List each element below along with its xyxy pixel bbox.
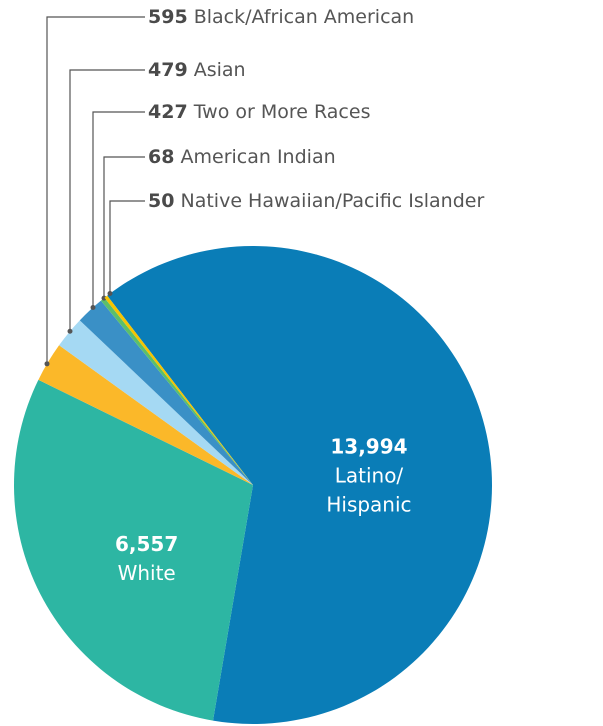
value-label: 427 xyxy=(148,101,188,123)
pie-slice xyxy=(107,245,493,724)
pie-slice xyxy=(38,345,253,485)
value-label: 68 xyxy=(148,146,174,168)
pie-slice xyxy=(59,320,253,485)
pie-slice xyxy=(100,297,254,485)
pie-slice xyxy=(79,300,253,485)
pie-slice xyxy=(13,379,253,721)
pie-slice xyxy=(104,295,253,485)
category-label: Latino/ Hispanic xyxy=(326,463,412,517)
category-label: Asian xyxy=(194,59,246,81)
value-label: 595 xyxy=(148,6,188,28)
leader-line xyxy=(69,69,145,332)
callout-label: 68 American Indian xyxy=(148,146,336,168)
slice-label: 13,994 Latino/ Hispanic xyxy=(314,433,424,520)
slice-label: 6,557 White xyxy=(92,530,202,588)
leader-line xyxy=(109,200,145,294)
category-label: Two or More Races xyxy=(193,101,371,123)
value-label: 13,994 xyxy=(330,434,408,459)
leader-dot xyxy=(44,361,50,367)
leader-line xyxy=(46,16,145,364)
category-label: Black/African American xyxy=(194,6,415,28)
leader-line xyxy=(103,156,145,299)
leader-dot xyxy=(101,295,107,301)
value-label: 50 xyxy=(148,190,174,212)
callout-label: 50 Native Hawaiian/Pacific Islander xyxy=(148,190,484,212)
leader-dot xyxy=(90,304,96,310)
value-label: 6,557 xyxy=(115,532,179,557)
callout-label: 595 Black/African American xyxy=(148,6,414,28)
leader-line xyxy=(92,111,145,308)
category-label: American Indian xyxy=(181,146,336,168)
category-label: Native Hawaiian/Pacific Islander xyxy=(181,190,485,212)
value-label: 479 xyxy=(148,59,188,81)
category-label: White xyxy=(117,561,176,586)
leader-dot xyxy=(107,291,113,297)
callout-label: 479 Asian xyxy=(148,59,246,81)
callout-label: 427 Two or More Races xyxy=(148,101,370,123)
leader-dot xyxy=(67,328,73,334)
